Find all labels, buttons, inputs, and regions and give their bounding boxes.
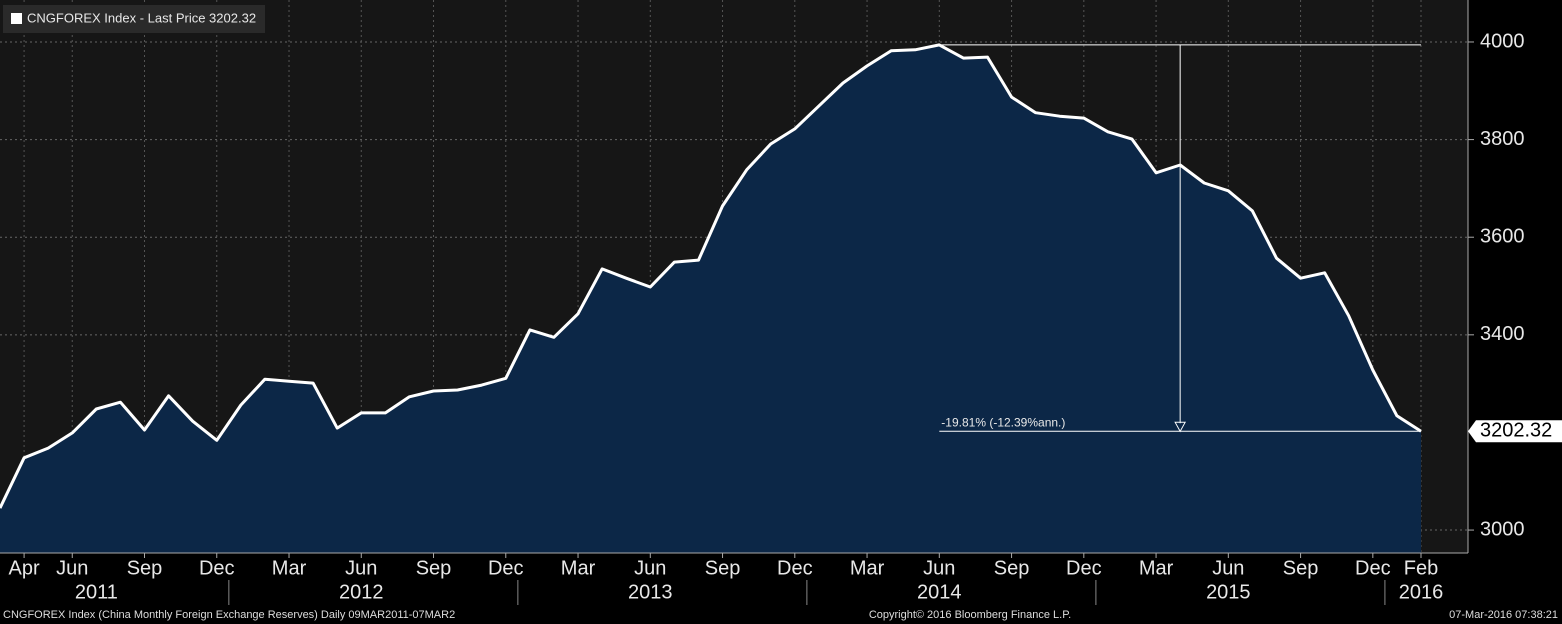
y-tick-label: 3400 xyxy=(1480,323,1525,345)
x-tick-label: Mar xyxy=(1139,557,1174,579)
year-label: 2016 xyxy=(1399,581,1444,603)
x-tick-label: Sep xyxy=(705,557,741,579)
x-tick-label: Mar xyxy=(272,557,307,579)
line xyxy=(0,43,1422,509)
x-tick-label: Apr xyxy=(9,557,40,579)
year-label: 2015 xyxy=(1206,581,1251,603)
x-tick-label: Feb xyxy=(1404,557,1438,579)
x-tick-label: Dec xyxy=(1066,557,1102,579)
x-tick-label: Mar xyxy=(561,557,596,579)
legend-box xyxy=(3,5,265,33)
x-tick-label: Sep xyxy=(127,557,163,579)
x-tick-label: Jun xyxy=(345,557,377,579)
footer-left: CNGFOREX Index (China Monthly Foreign Ex… xyxy=(3,609,455,621)
x-tick-label: Jun xyxy=(1212,557,1244,579)
last-price-tag xyxy=(1468,420,1562,443)
year-label: 2013 xyxy=(628,581,673,603)
x-tick-label: Jun xyxy=(923,557,955,579)
year-label: 2011 xyxy=(75,581,118,603)
y-tick-label: 3600 xyxy=(1480,225,1525,247)
y-tick-label: 3800 xyxy=(1480,128,1525,150)
footer-right: 07-Mar-2016 07:38:21 xyxy=(1449,609,1558,621)
x-tick-label: Dec xyxy=(1355,557,1391,579)
measure-arrowhead xyxy=(1174,421,1186,433)
x-tick-label: Sep xyxy=(416,557,452,579)
y-tick-label: 4000 xyxy=(1480,30,1525,52)
legend-label: CNGFOREX Index - Last Price 3202.32 xyxy=(27,10,256,25)
last-price-label: 3202.32 xyxy=(1480,420,1552,442)
area xyxy=(0,44,1421,554)
marks: -19.81% (-12.39%ann.) xyxy=(0,43,1422,554)
year-label: 2012 xyxy=(339,581,384,603)
x-tick-label: Dec xyxy=(488,557,524,579)
legend-swatch xyxy=(11,13,22,24)
x-tick-label: Jun xyxy=(634,557,666,579)
x-tick-label: Jun xyxy=(56,557,88,579)
y-tick-label: 3000 xyxy=(1480,518,1525,540)
measure-label: -19.81% (-12.39%ann.) xyxy=(941,415,1065,429)
x-tick-label: Dec xyxy=(199,557,235,579)
x-tick-label: Mar xyxy=(850,557,885,579)
year-label: 2014 xyxy=(917,581,962,603)
x-tick-label: Sep xyxy=(994,557,1030,579)
footer-center: Copyright© 2016 Bloomberg Finance L.P. xyxy=(869,609,1071,621)
x-tick-label: Sep xyxy=(1283,557,1319,579)
x-tick-label: Dec xyxy=(777,557,813,579)
